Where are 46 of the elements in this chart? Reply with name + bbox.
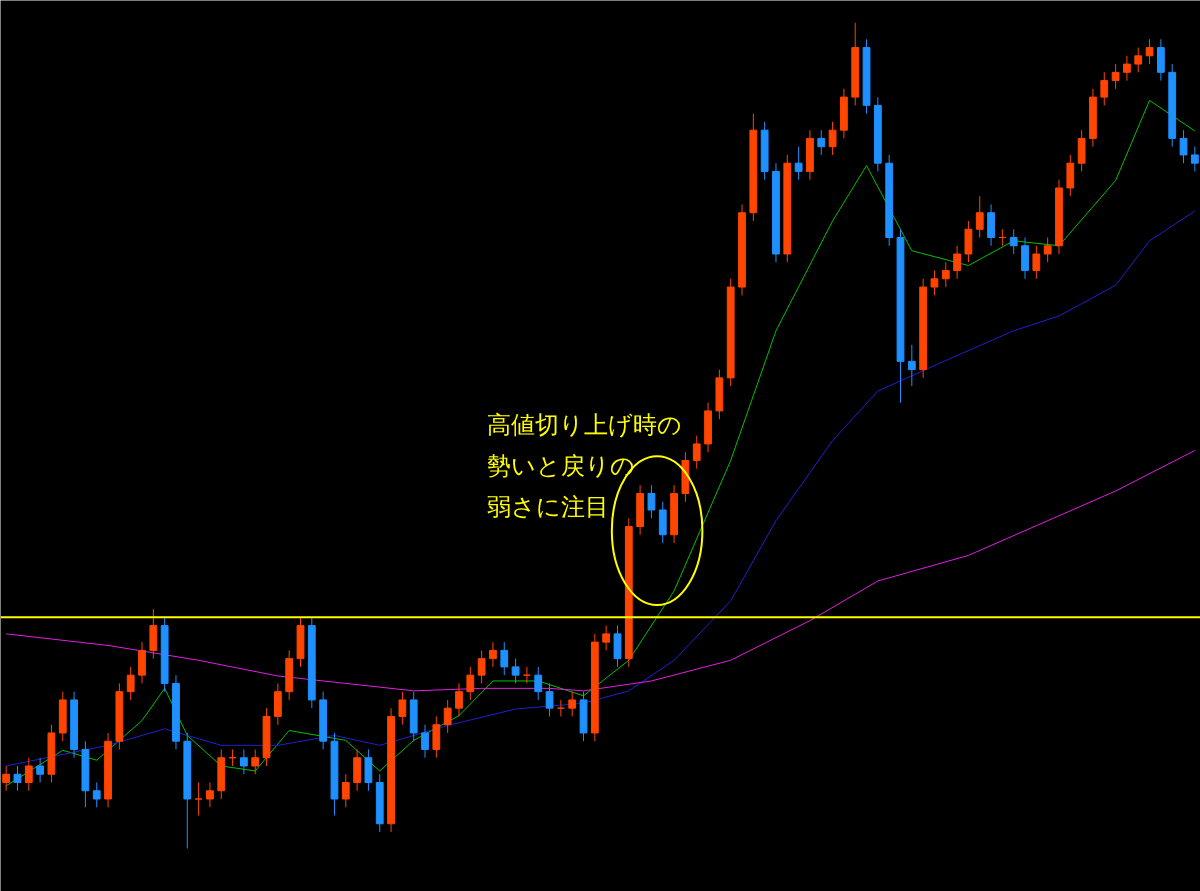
candlestick	[1123, 55, 1131, 82]
candlestick	[341, 773, 350, 808]
candlestick	[534, 666, 543, 701]
candlestick	[126, 666, 135, 701]
candlestick	[568, 691, 577, 717]
candlestick	[36, 757, 45, 783]
candlestick	[194, 782, 203, 817]
candlestick	[466, 666, 475, 701]
candlestick	[602, 625, 611, 651]
candlestick	[975, 195, 984, 238]
candlestick	[545, 682, 554, 717]
candlestick	[1043, 236, 1052, 263]
candlestick	[92, 782, 101, 808]
candlestick	[251, 748, 260, 775]
candlestick	[421, 724, 429, 759]
candlestick	[930, 270, 939, 296]
candlestick	[1145, 38, 1154, 65]
candlestick	[511, 658, 520, 684]
candlestick	[455, 682, 463, 717]
candlestick	[817, 129, 826, 156]
candlestick	[2, 765, 11, 792]
candlestick	[907, 344, 916, 387]
candlestick	[206, 782, 214, 808]
annotation: 弱さに注目	[487, 493, 610, 522]
candlestick	[692, 435, 701, 470]
candlestick	[794, 146, 803, 181]
candlestick	[489, 641, 497, 668]
candlestick	[647, 484, 656, 519]
annotation: 高値切り上げ時の	[487, 410, 683, 439]
candlestick	[398, 691, 407, 726]
candlestick	[941, 261, 950, 288]
candlestick	[443, 699, 452, 734]
candlestick	[1032, 245, 1041, 280]
candlestick	[500, 641, 509, 676]
candlestick	[828, 121, 837, 156]
candlestick	[1009, 228, 1018, 255]
candlestick	[13, 765, 22, 792]
candlestick	[1134, 47, 1143, 73]
candlestick	[477, 649, 486, 684]
candlestick	[240, 748, 248, 775]
candlestick	[1179, 129, 1188, 164]
candlestick	[953, 245, 961, 280]
candlestick	[1111, 63, 1120, 90]
candlestick	[24, 757, 33, 792]
candlestick	[1190, 146, 1199, 172]
candlestick	[1100, 71, 1109, 106]
